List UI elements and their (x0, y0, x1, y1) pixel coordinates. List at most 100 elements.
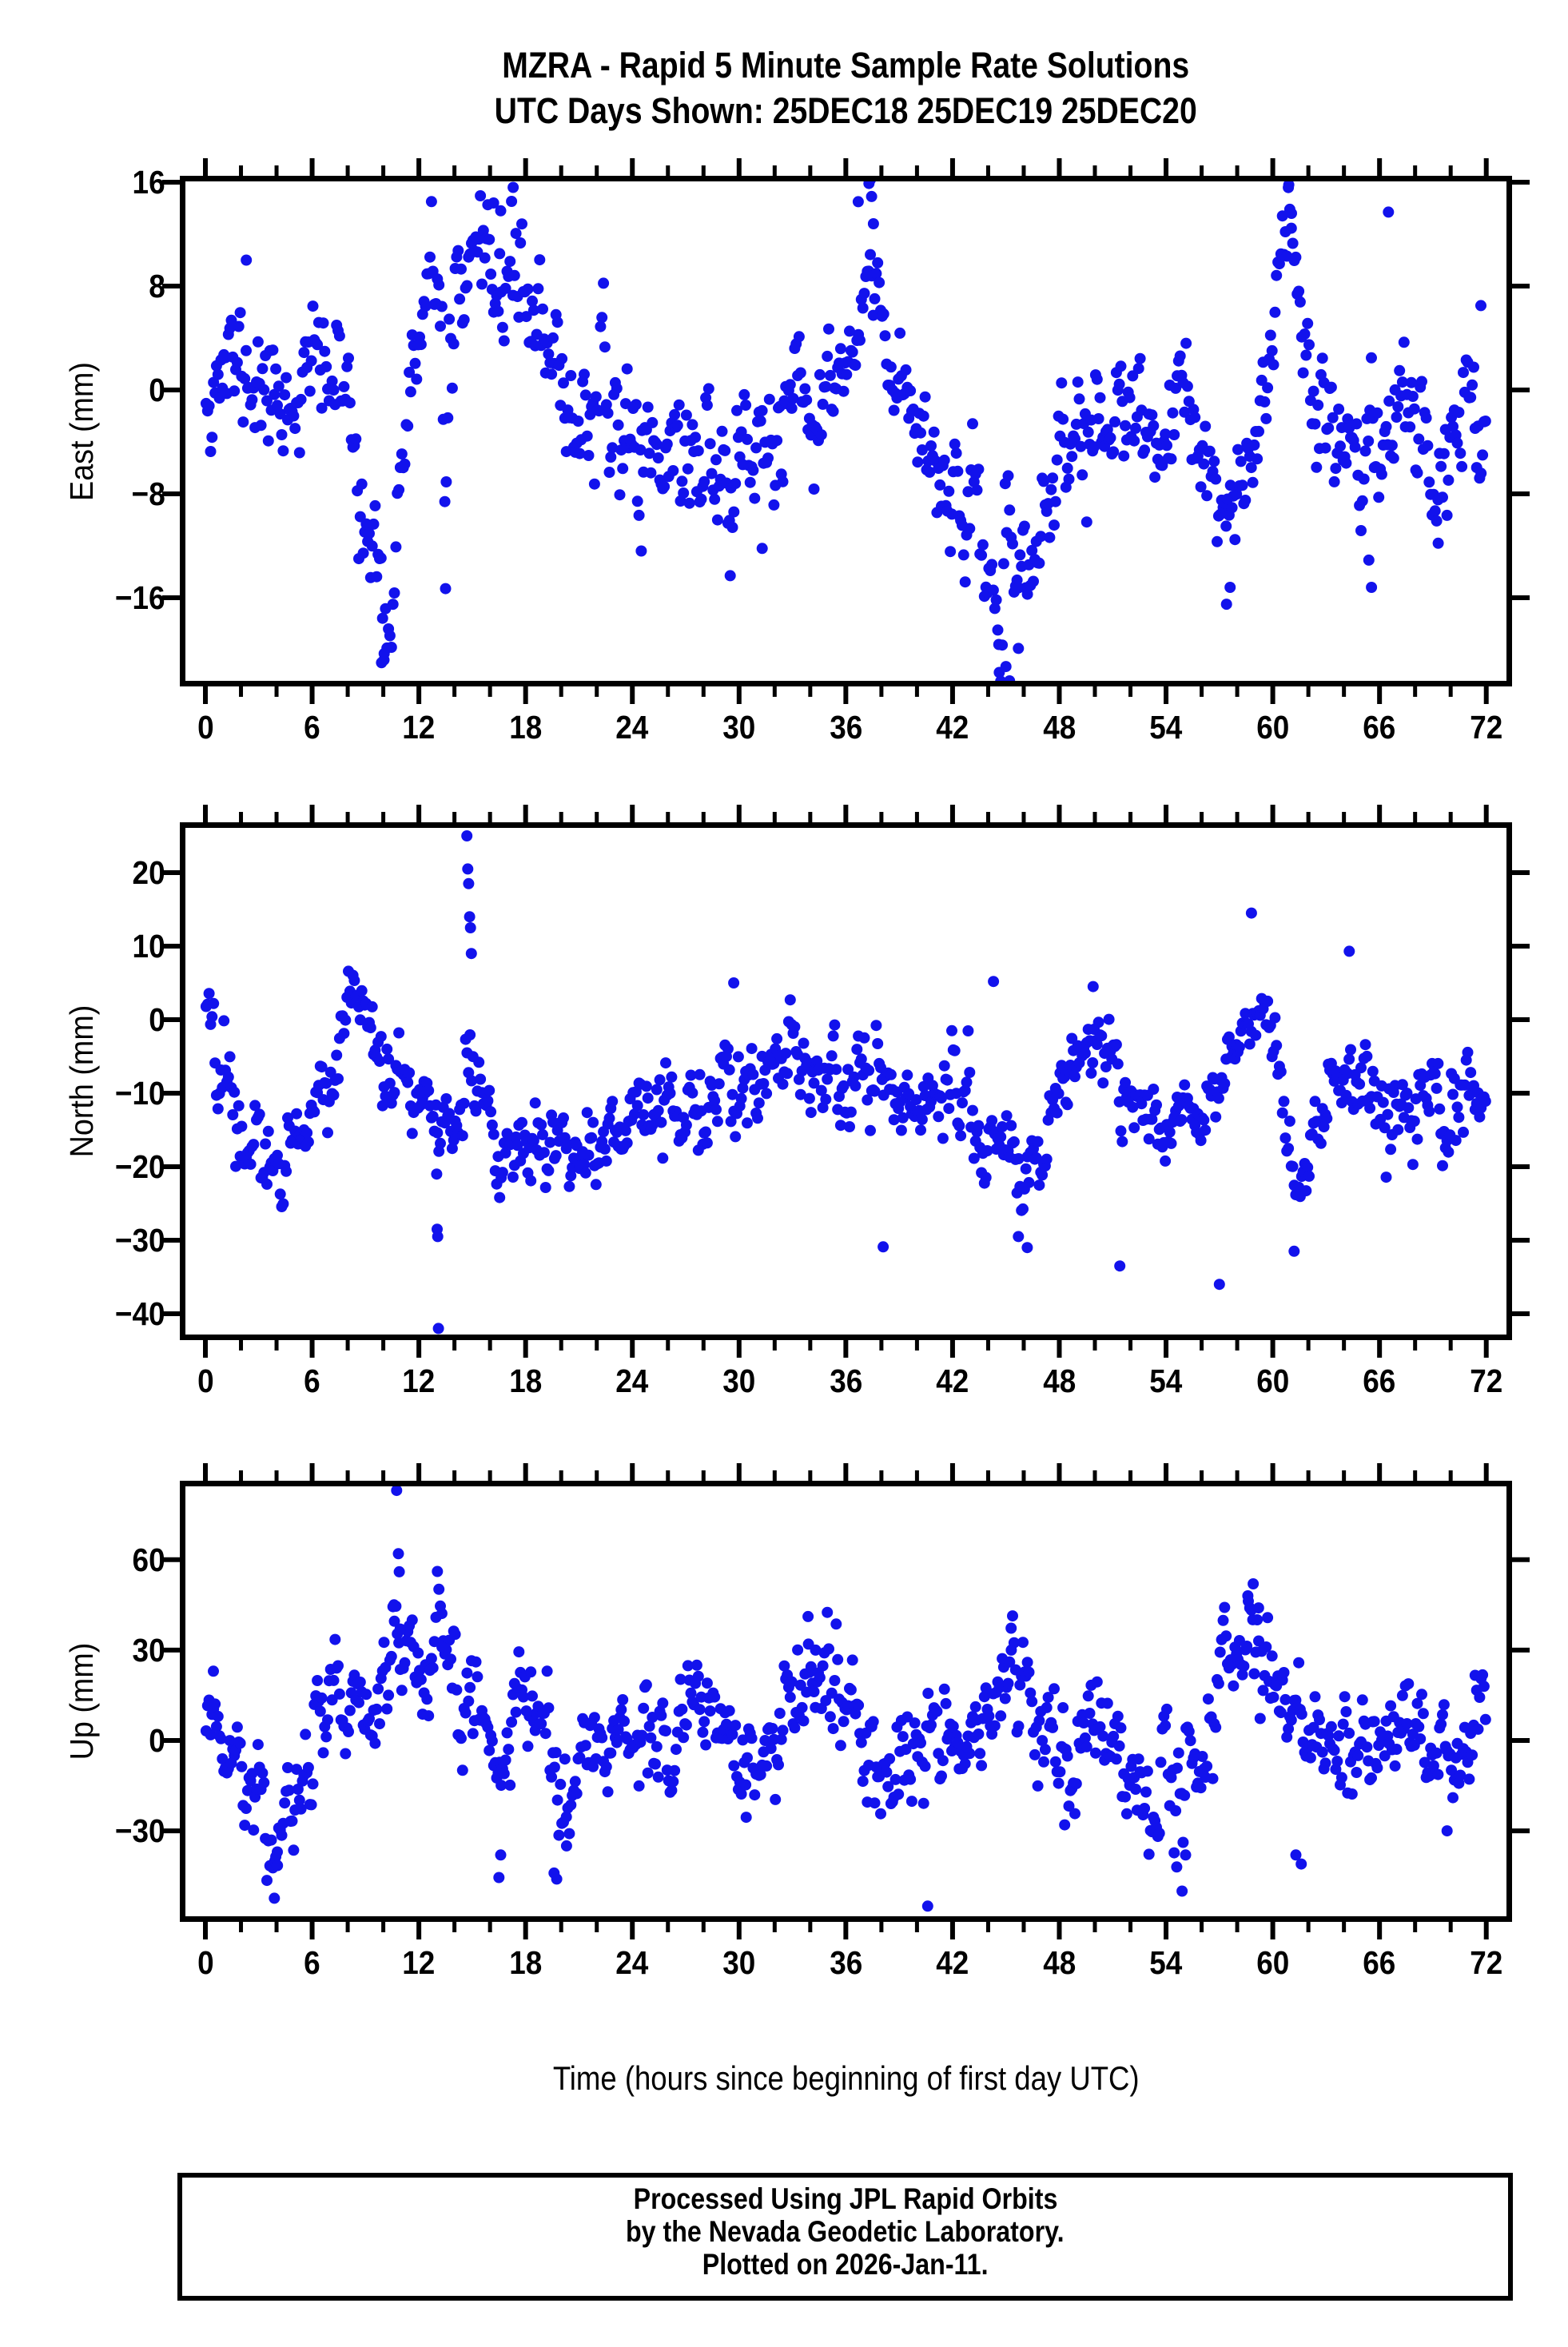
data-point (1247, 476, 1259, 488)
data-point (925, 440, 937, 451)
north-ytick-label: 10 (132, 928, 165, 965)
data-point (404, 1067, 416, 1079)
north-xtick-label: 66 (1363, 1362, 1396, 1399)
east-xtick-label: 42 (936, 709, 969, 746)
data-point (1028, 575, 1039, 587)
data-point (1160, 428, 1172, 440)
data-point (461, 830, 473, 841)
data-point (316, 1061, 328, 1073)
data-point (456, 1732, 467, 1744)
data-point (1316, 352, 1328, 364)
data-point (1132, 1753, 1144, 1765)
data-point (875, 1808, 886, 1820)
data-point (1023, 1666, 1035, 1678)
data-point (465, 948, 477, 960)
up-xtick-label: 24 (615, 1944, 649, 1981)
data-point (694, 1068, 706, 1080)
data-point (894, 327, 906, 339)
data-point (1021, 1657, 1033, 1669)
data-point (810, 1644, 822, 1656)
data-point (486, 1119, 498, 1131)
data-point (666, 1071, 678, 1083)
data-point (832, 1653, 844, 1665)
data-point (850, 1080, 862, 1092)
data-point (1366, 352, 1377, 364)
data-point (579, 1159, 590, 1171)
data-point (1148, 420, 1160, 432)
data-point (1252, 453, 1264, 465)
data-point (827, 1723, 839, 1735)
data-point (1312, 400, 1324, 411)
data-point (1094, 1720, 1106, 1732)
data-point (439, 495, 451, 507)
data-point (595, 320, 607, 332)
data-point (494, 248, 506, 260)
data-point (643, 448, 655, 459)
data-point (484, 1084, 495, 1096)
data-point (1359, 1039, 1371, 1051)
data-point (302, 1761, 314, 1773)
data-point (686, 419, 698, 431)
data-point (282, 1762, 293, 1773)
data-point (749, 492, 761, 504)
data-point (1180, 1849, 1192, 1861)
data-point (276, 1829, 288, 1841)
data-point (565, 370, 577, 381)
data-point (277, 1198, 289, 1210)
data-point (510, 1131, 522, 1143)
data-point (719, 444, 731, 456)
data-point (698, 1716, 710, 1728)
data-point (723, 1064, 735, 1076)
data-point (1007, 1610, 1018, 1622)
data-point (1411, 1133, 1423, 1145)
data-point (1196, 1751, 1208, 1762)
data-point (642, 401, 654, 413)
data-point (1375, 468, 1387, 480)
data-point (1212, 1092, 1224, 1104)
data-point (446, 382, 458, 394)
data-point (409, 357, 421, 369)
data-point (376, 612, 388, 624)
data-point (1176, 1114, 1188, 1126)
data-point (513, 1646, 525, 1658)
data-point (925, 1719, 937, 1731)
figure-title: MZRA - Rapid 5 Minute Sample Rate Soluti… (180, 42, 1512, 133)
data-point (1262, 995, 1274, 1007)
data-point (281, 1165, 293, 1177)
data-point (1422, 440, 1434, 451)
data-point (1078, 1717, 1090, 1728)
data-point (882, 1780, 894, 1792)
data-point (1120, 1808, 1132, 1820)
data-point (612, 419, 624, 431)
data-point (1366, 1772, 1377, 1784)
data-point (464, 1029, 476, 1040)
data-point (208, 1665, 219, 1677)
data-point (1361, 1050, 1373, 1062)
data-point (675, 1673, 686, 1685)
data-point (728, 977, 740, 989)
east-xtick-label: 66 (1363, 709, 1396, 746)
data-point (503, 1744, 515, 1756)
data-point (815, 429, 827, 441)
data-point (376, 657, 388, 669)
data-point (885, 1068, 897, 1080)
data-point (1351, 1767, 1363, 1778)
data-point (288, 1844, 300, 1856)
data-point (895, 1124, 907, 1136)
data-point (869, 292, 881, 304)
data-point (206, 432, 218, 444)
east-ytick-label: −16 (115, 579, 165, 616)
data-point (867, 218, 879, 229)
data-point (229, 385, 241, 397)
north-xtick-label: 30 (722, 1362, 756, 1399)
data-point (959, 1758, 971, 1770)
data-point (1302, 1161, 1314, 1173)
data-point (1151, 1099, 1162, 1111)
data-point (463, 877, 475, 889)
up-xtick-label: 12 (402, 1944, 436, 1981)
data-point (596, 312, 608, 324)
data-point (1343, 1053, 1355, 1065)
data-point (338, 1028, 350, 1040)
data-point (1219, 1601, 1231, 1613)
data-point (253, 1108, 265, 1120)
